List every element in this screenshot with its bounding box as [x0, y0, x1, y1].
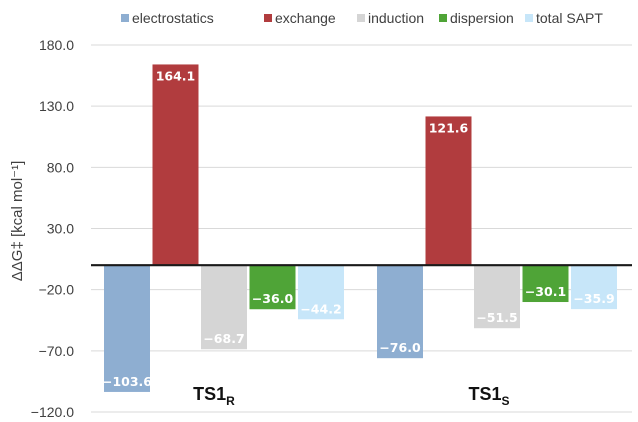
bar-value-label: −36.0 [252, 291, 294, 306]
bar-exchange [152, 64, 199, 266]
bar-dispersion [522, 265, 569, 303]
bar-value-label: −44.2 [300, 301, 341, 316]
y-axis-title: ΔΔG‡ [kcal mol⁻¹] [9, 161, 26, 281]
category-label: TS1R [193, 384, 235, 408]
bar-value-label: 164.1 [156, 68, 196, 83]
y-axis-ticks: 180.0 130.0 80.0 30.0 −20.0 −70.0 −120.0 [31, 37, 74, 420]
category-label-subscript: S [502, 394, 510, 408]
bars [104, 64, 617, 392]
category-label-subscript: R [226, 394, 235, 408]
bar-labels: −103.6 164.1 −68.7 −36.0 −44.2 −76.0 121.6 −51.… [102, 68, 615, 388]
legend-swatch [525, 14, 533, 22]
y-tick-label: 30.0 [47, 221, 74, 237]
bar-value-label: −68.7 [203, 331, 244, 346]
bar-value-label: −35.9 [573, 291, 614, 306]
y-tick-label: 130.0 [39, 98, 74, 114]
category-labels: TS1R TS1S [193, 384, 509, 408]
bar-value-label: −103.6 [102, 374, 152, 389]
y-tick-label: 180.0 [39, 37, 74, 53]
bar-total-sapt [571, 265, 617, 310]
bar-value-label: −76.0 [379, 340, 421, 355]
legend: electrostatics exchange induction dispersio… [121, 10, 603, 26]
legend-label: dispersion [450, 10, 514, 26]
bar-induction [201, 265, 247, 350]
y-tick-label: −70.0 [39, 343, 75, 359]
bar-electrostatics [377, 265, 423, 359]
bar-dispersion [249, 265, 296, 310]
legend-swatch [121, 14, 129, 22]
y-tick-label: −120.0 [31, 404, 74, 420]
bar-value-label: −51.5 [476, 310, 517, 325]
bar-value-label: −30.1 [525, 284, 566, 299]
y-tick-label: 80.0 [47, 159, 74, 175]
bar-electrostatics [104, 265, 150, 392]
legend-label: exchange [275, 10, 336, 26]
bar-value-label: 121.6 [429, 120, 469, 135]
bar-exchange [425, 116, 472, 266]
category-label-main: TS1 [193, 384, 226, 404]
category-label-main: TS1 [468, 384, 501, 404]
bar-induction [474, 265, 520, 329]
legend-label: total SAPT [536, 10, 603, 26]
legend-swatch [439, 14, 447, 22]
bar-total-sapt [298, 265, 344, 320]
legend-label: electrostatics [132, 10, 214, 26]
legend-swatch [264, 14, 272, 22]
y-tick-label: −20.0 [39, 282, 75, 298]
legend-label: induction [368, 10, 424, 26]
legend-swatch [357, 14, 365, 22]
category-label: TS1S [468, 384, 509, 408]
